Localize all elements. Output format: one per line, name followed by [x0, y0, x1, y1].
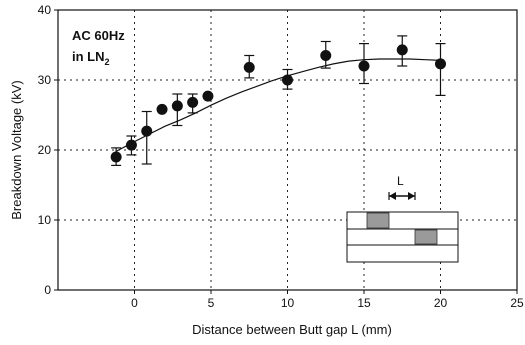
data-point [358, 60, 370, 72]
annotation-line-2-main: in LN [72, 49, 105, 64]
x-tick-label: 10 [281, 296, 295, 310]
fit-curve [115, 58, 441, 152]
data-point [125, 139, 137, 151]
y-tick-label: 40 [38, 3, 52, 17]
data-point [435, 58, 446, 70]
inset-arrow-right [408, 192, 415, 200]
x-tick-label: 0 [131, 296, 138, 310]
inset-butt-gap-upper [366, 212, 390, 229]
y-tick-label: 0 [44, 283, 51, 297]
y-tick-label: 30 [38, 73, 52, 87]
inset-label: L [397, 174, 404, 188]
data-point [243, 61, 255, 73]
data-point [141, 125, 153, 137]
y-tick-label: 10 [38, 213, 52, 227]
x-tick-label: 5 [208, 296, 215, 310]
data-point [320, 50, 332, 61]
x-tick-label: 25 [510, 296, 524, 310]
data-point [110, 151, 122, 163]
x-tick-label: 20 [434, 296, 448, 310]
annotation-line-1: AC 60Hz [72, 28, 125, 43]
x-tick-label: 15 [357, 296, 371, 310]
inset-outline [346, 211, 459, 263]
x-axis-title: Distance between Butt gap L (mm) [192, 322, 392, 337]
data-point [187, 96, 199, 108]
data-point [282, 74, 293, 86]
annotation: AC 60Hz in LN2 [72, 28, 125, 67]
annotation-subscript: 2 [105, 57, 110, 67]
inset-diagram: L [346, 174, 459, 263]
inset-butt-gap-lower [414, 229, 438, 245]
data-point [202, 90, 214, 102]
inset-arrow-left [389, 192, 396, 200]
y-axis-title: Breakdown Voltage (kV) [9, 80, 24, 219]
data-points [110, 35, 446, 166]
y-tick-label: 20 [38, 143, 52, 157]
data-point [156, 103, 168, 115]
data-point [171, 100, 183, 112]
annotation-line-2: in LN2 [72, 49, 110, 67]
axis-ticks: 0 5 10 15 20 25 0 10 20 30 40 [38, 3, 524, 310]
data-point [396, 44, 408, 56]
